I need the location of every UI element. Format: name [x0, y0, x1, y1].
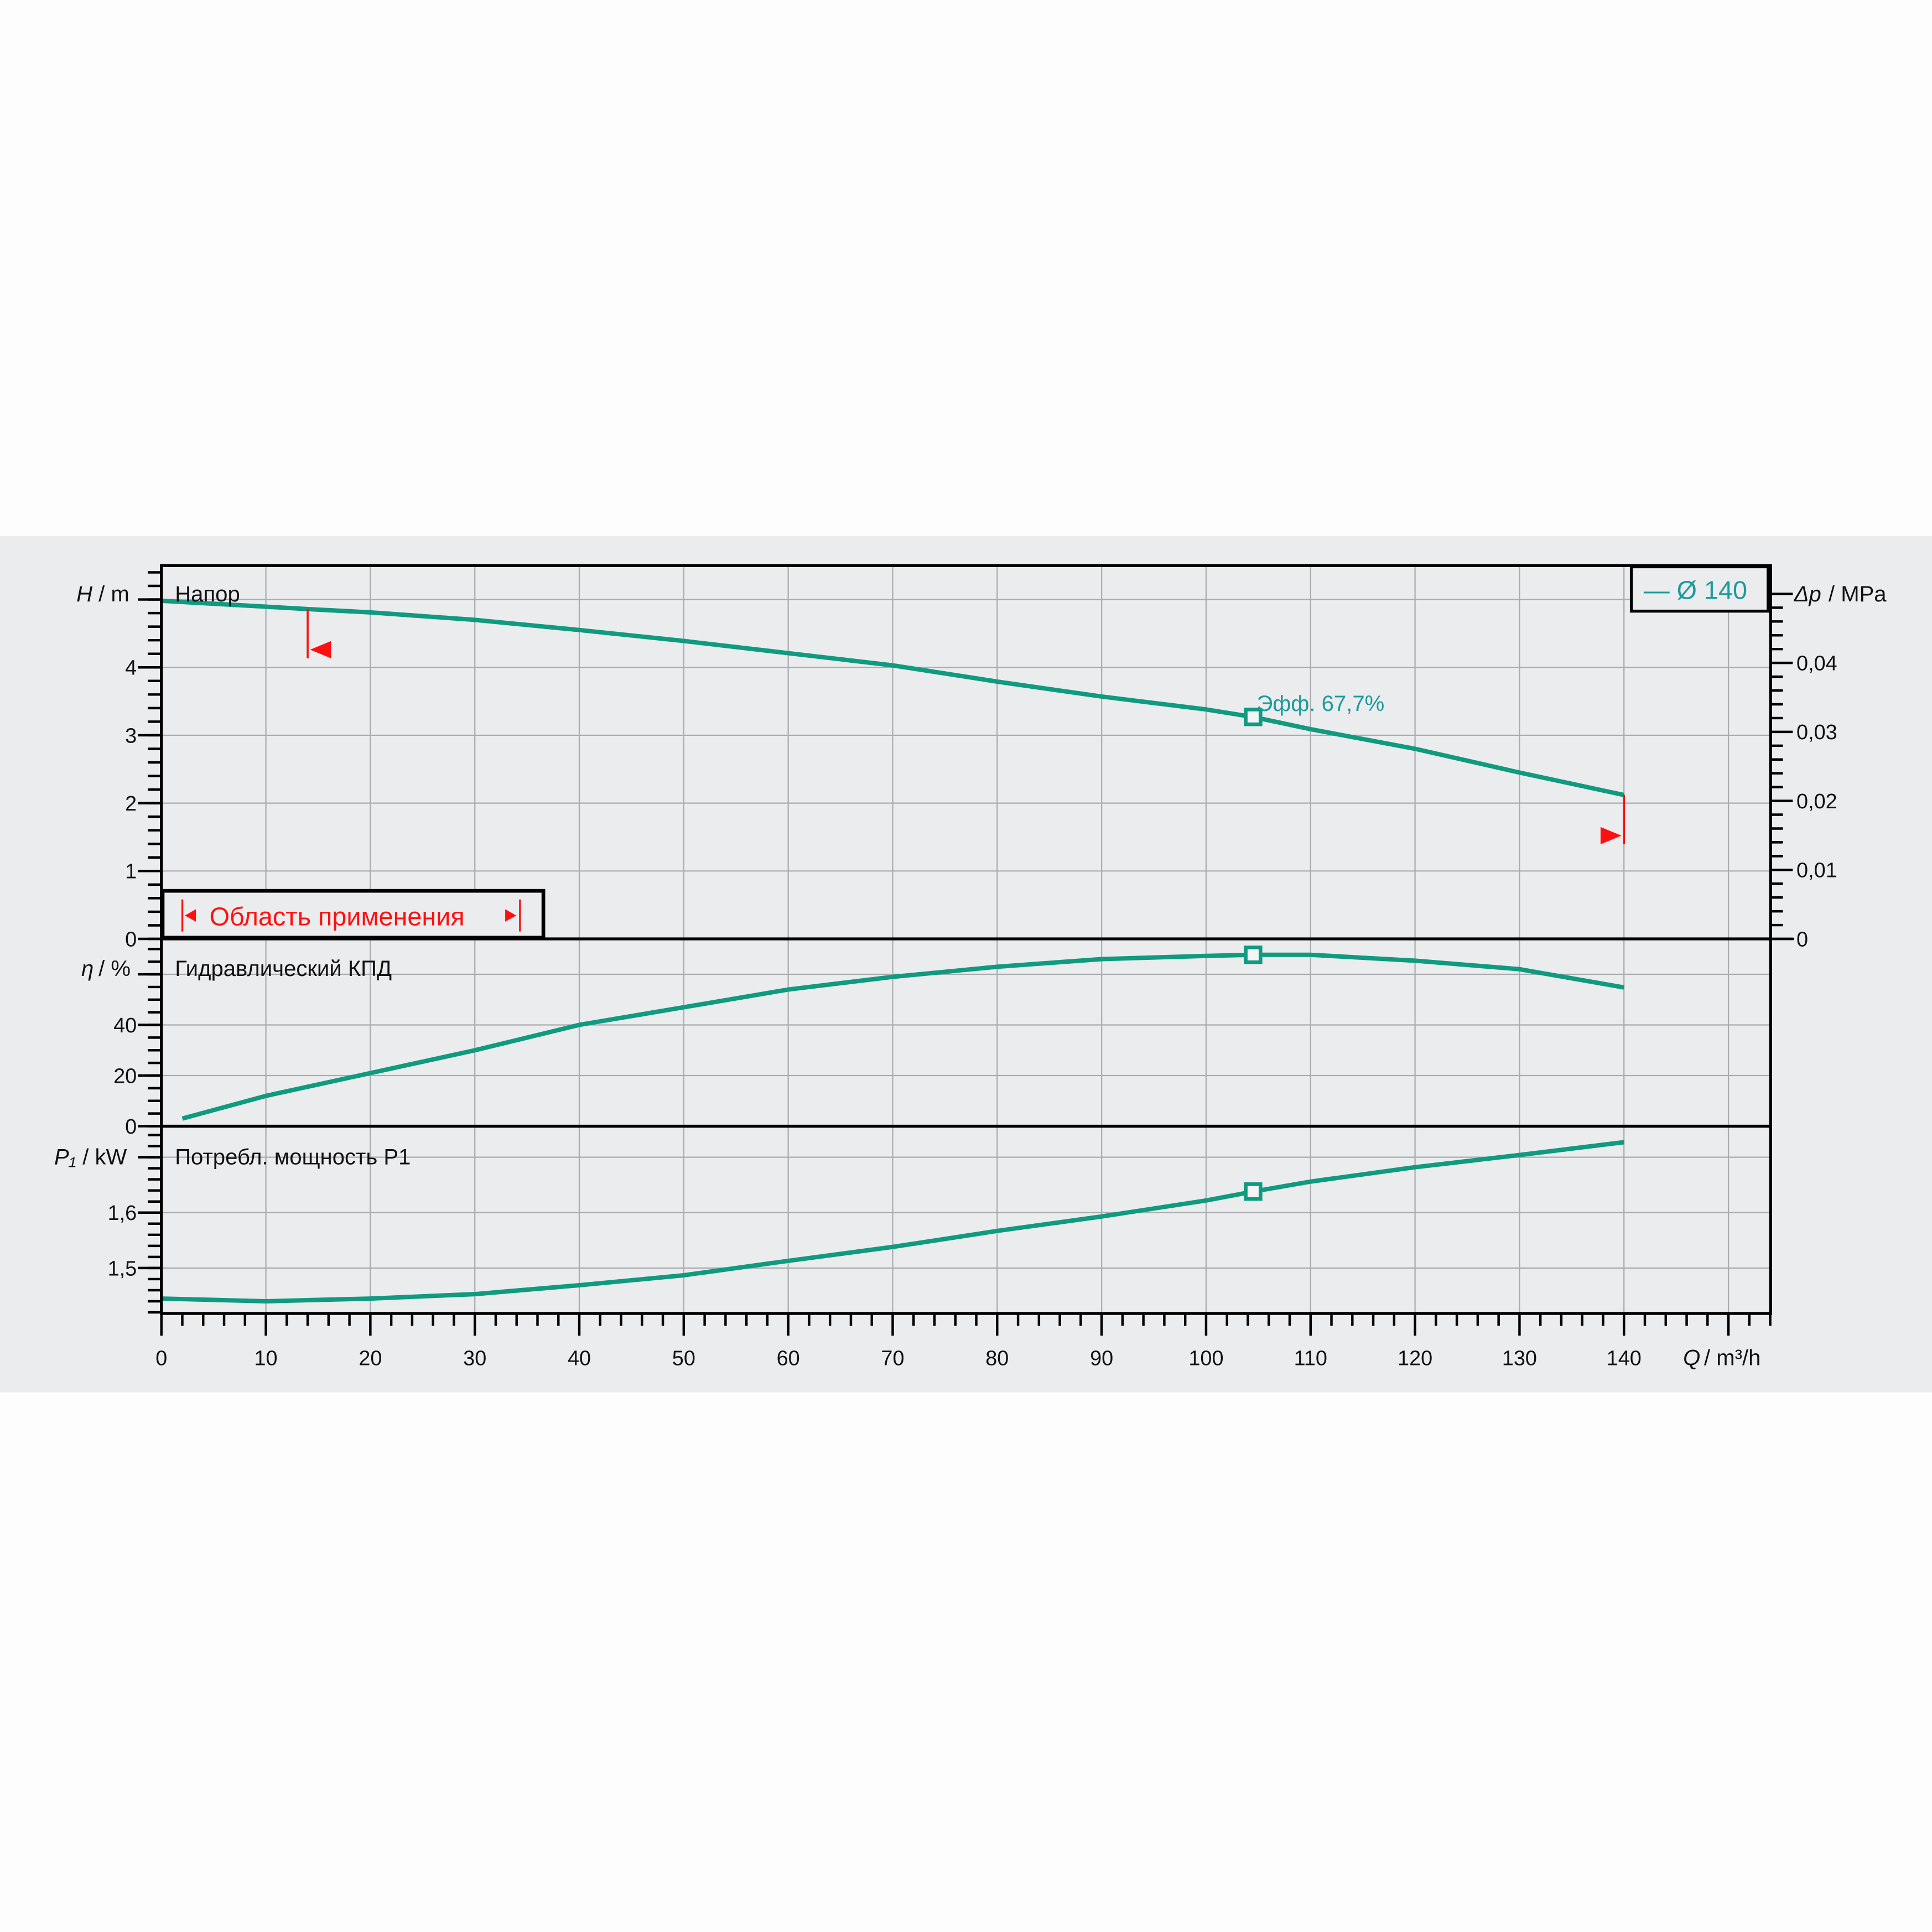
pressure-tick-label: 0,03	[1796, 721, 1837, 744]
power-axis-unit: / kW	[82, 1145, 127, 1170]
min-flow-limit-arrow	[310, 641, 331, 658]
pressure-tick-label: 0,04	[1796, 652, 1837, 676]
pressure-tick-label: 0,02	[1796, 790, 1837, 813]
operating-point-annotation: Эфф. 67,7%	[1257, 692, 1385, 716]
application-limit-markers	[307, 609, 1625, 844]
head-tick-label: 4	[125, 657, 137, 680]
efficiency-axis-symbol: η	[81, 957, 94, 981]
x-tick-label: 90	[1090, 1347, 1113, 1370]
application-range-box: Область применения	[160, 889, 546, 940]
tick-labels: 0 10 20 30 40 50 60 70 80 90 100 110 120 130 140012340…	[108, 652, 1837, 1370]
head-axis-symbol: H	[76, 582, 92, 606]
x-tick-label: 130	[1502, 1347, 1537, 1370]
x-tick-label: 10	[255, 1347, 278, 1370]
curves	[161, 598, 1625, 1303]
pressure-axis-unit: / MPa	[1829, 582, 1887, 606]
x-tick-label: 140	[1607, 1347, 1642, 1370]
flow-axis-unit: / m³/h	[1704, 1346, 1760, 1370]
x-tick-label: 100	[1188, 1347, 1223, 1370]
head-axis-unit: / m	[98, 582, 129, 606]
x-tick-label: 0	[155, 1347, 167, 1370]
operating-point-marker	[1244, 946, 1263, 964]
head-curve	[161, 598, 1625, 797]
power-tick-label: 1,6	[108, 1202, 137, 1225]
head-tick-label: 2	[125, 792, 137, 816]
flow-axis-symbol: Q	[1683, 1346, 1700, 1370]
efficiency-curve	[181, 952, 1624, 1121]
pressure-tick-label: 0,01	[1796, 859, 1837, 882]
head-tick-label: 1	[125, 860, 137, 884]
power-tick-label: 1,5	[108, 1257, 137, 1280]
x-tick-label: 20	[359, 1347, 382, 1370]
x-tick-label: 70	[881, 1347, 904, 1370]
x-tick-label: 50	[672, 1347, 695, 1370]
power-panel-title: Потребл. мощность P1	[175, 1145, 411, 1170]
efficiency-panel-title: Гидравлический КПД	[175, 957, 392, 981]
legend-entry: — Ø 140	[1644, 575, 1747, 604]
application-range-label: Область применения	[210, 902, 465, 931]
power-curve	[161, 1140, 1624, 1303]
x-tick-label: 80	[985, 1347, 1009, 1370]
efficiency-tick-label: 40	[113, 1014, 137, 1037]
head-tick-label: 3	[125, 724, 137, 747]
x-tick-label: 30	[463, 1347, 486, 1370]
max-flow-limit-arrow	[1600, 827, 1622, 844]
operating-point-marker	[1244, 1182, 1263, 1201]
power-axis-symbol: P₁	[54, 1145, 76, 1170]
efficiency-tick-label: 20	[113, 1064, 137, 1088]
x-tick-label: 110	[1294, 1347, 1327, 1370]
head-panel-title: Напор	[175, 582, 240, 606]
efficiency-axis-unit: / %	[98, 957, 131, 981]
head-tick-label: 0	[125, 928, 137, 951]
x-tick-label: 60	[777, 1347, 800, 1370]
legend: — Ø 140	[1629, 565, 1770, 613]
pressure-tick-label: 0	[1796, 928, 1808, 951]
x-tick-label: 120	[1398, 1347, 1432, 1370]
x-tick-label: 40	[568, 1347, 591, 1370]
efficiency-tick-label: 0	[125, 1115, 137, 1139]
operating-point-marker	[1244, 708, 1263, 726]
pressure-axis-symbol: Δp	[1794, 582, 1821, 606]
